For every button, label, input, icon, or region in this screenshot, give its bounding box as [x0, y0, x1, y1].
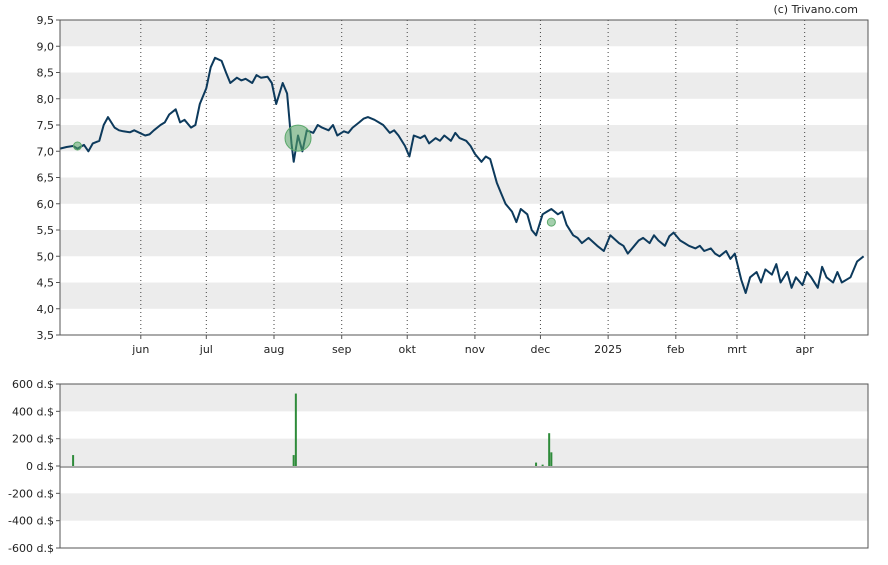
- volume-panel: -600 d.$ -400 d.$ -200 d.$ 0 d.$ 200 d.$ 400 …: [8, 378, 869, 555]
- price-y-tick-label: 5,0: [37, 250, 55, 263]
- volume-bar: [72, 455, 75, 466]
- price-y-tick-label: 6,5: [37, 172, 55, 185]
- price-y-tick-label: 3,5: [37, 329, 55, 342]
- price-y-tick-label: 6,0: [37, 198, 55, 211]
- price-x-tick-label: dec: [531, 343, 551, 356]
- price-panel: 3,54,04,55,05,56,06,57,07,58,08,59,09,5 …: [37, 14, 869, 356]
- price-y-tick-label: 8,5: [37, 67, 55, 80]
- credit-label: (c) Trivano.com: [773, 3, 858, 16]
- price-x-tick-label: 2025: [594, 343, 622, 356]
- volume-bar: [541, 464, 544, 466]
- price-x-tick-label: jul: [199, 343, 213, 356]
- price-series-line: [59, 56, 865, 294]
- volume-plot-frame: [59, 383, 869, 549]
- volume-bar: [548, 433, 551, 466]
- price-plot-frame: [59, 19, 869, 336]
- volume-y-axis: -600 d.$ -400 d.$ -200 d.$ 0 d.$ 200 d.$ 400 …: [8, 378, 60, 555]
- price-vertical-grid: [140, 20, 806, 335]
- volume-band: [60, 493, 868, 521]
- price-x-tick-label: sep: [332, 343, 351, 356]
- price-x-tick-label: nov: [465, 343, 486, 356]
- price-band: [60, 282, 868, 309]
- price-x-axis: jun jul aug sep okt nov dec 2025 feb mrt apr: [131, 335, 814, 356]
- price-marker: [72, 141, 82, 151]
- price-band: [60, 125, 868, 152]
- volume-bar: [535, 462, 538, 466]
- price-band: [60, 230, 868, 257]
- volume-bar: [294, 393, 297, 466]
- price-x-tick-label: mrt: [727, 343, 747, 356]
- price-band: [60, 72, 868, 99]
- price-y-tick-label: 4,0: [37, 303, 55, 316]
- volume-y-tick-label: 200 d.$: [12, 433, 54, 446]
- volume-bar: [292, 455, 295, 466]
- price-markers: [72, 124, 556, 227]
- price-x-tick-label: feb: [667, 343, 685, 356]
- volume-bar: [550, 452, 553, 466]
- volume-band: [60, 384, 868, 412]
- volume-bars: [72, 393, 553, 466]
- price-y-tick-label: 8,0: [37, 93, 55, 106]
- volume-y-tick-label: -600 d.$: [8, 542, 54, 555]
- volume-y-tick-label: 0 d.$: [26, 460, 54, 473]
- price-x-tick-label: okt: [399, 343, 417, 356]
- price-x-tick-label: apr: [796, 343, 815, 356]
- price-marker: [284, 124, 312, 152]
- price-x-tick-label: jun: [131, 343, 149, 356]
- volume-bands: [60, 384, 868, 521]
- volume-y-tick-label: -400 d.$: [8, 515, 54, 528]
- price-y-axis: 3,5 4,0 4,5 5,0 5,5 6,0 6,5 7,0 7,5 8,0 8,5 9,0 9,5: [37, 14, 60, 342]
- price-bands: [60, 20, 868, 309]
- price-y-tick-label: 9,5: [37, 14, 55, 27]
- price-y-tick-label: 7,0: [37, 145, 55, 158]
- price-band: [60, 20, 868, 47]
- volume-y-tick-label: -200 d.$: [8, 487, 54, 500]
- price-x-tick-label: aug: [264, 343, 285, 356]
- volume-y-tick-label: 600 d.$: [12, 378, 54, 391]
- price-y-tick-label: 4,5: [37, 277, 55, 290]
- price-band: [60, 177, 868, 204]
- price-y-tick-label: 7,5: [37, 119, 55, 132]
- price-marker: [546, 217, 556, 227]
- volume-band: [60, 438, 868, 466]
- price-y-tick-label: 9,0: [37, 40, 55, 53]
- price-y-tick-label: 5,5: [37, 224, 55, 237]
- volume-y-tick-label: 400 d.$: [12, 405, 54, 418]
